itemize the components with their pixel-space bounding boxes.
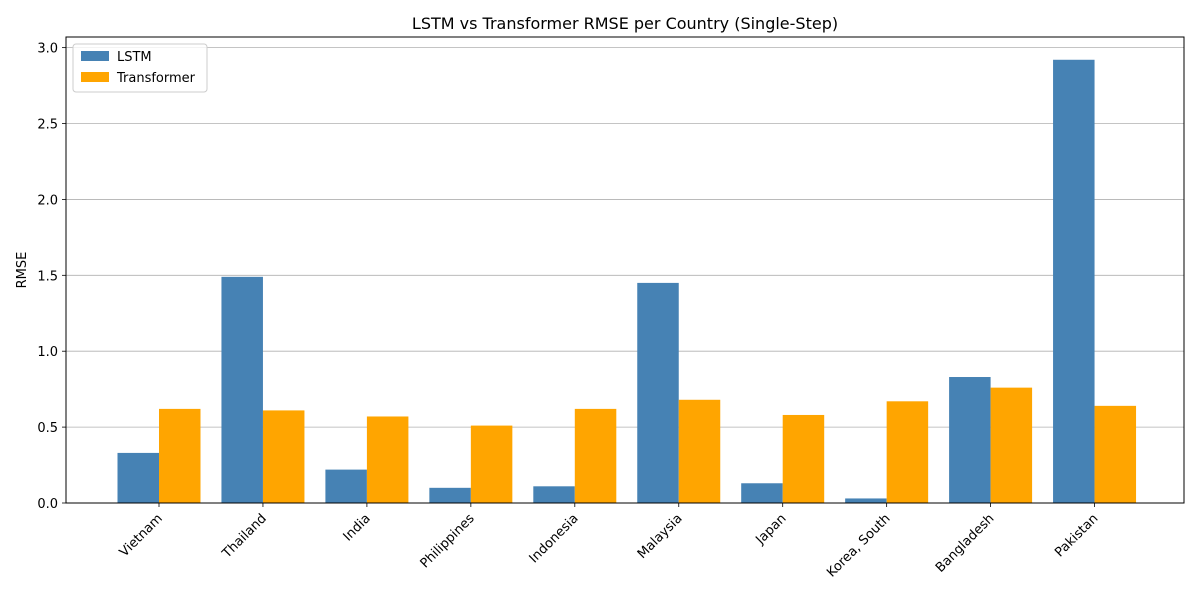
bar-transformer — [366, 416, 409, 503]
y-tick-label: 1.0 — [37, 345, 58, 360]
bar-lstm — [949, 377, 991, 503]
bar-lstm — [221, 276, 263, 503]
plot-frame — [65, 36, 1185, 504]
bar-transformer — [782, 414, 825, 503]
bar-transformer — [886, 401, 929, 503]
x-tick-label: Malaysia — [635, 511, 686, 562]
bar-transformer — [470, 425, 513, 503]
chart-title: LSTM vs Transformer RMSE per Country (Si… — [412, 14, 838, 33]
x-tick-label: Philippines — [418, 511, 478, 571]
bar-lstm — [325, 469, 367, 503]
legend: LSTM Transformer — [72, 43, 208, 93]
legend-swatch-lstm — [81, 51, 109, 61]
y-axis: 0.0 0.5 1.0 1.5 2.0 2.5 3.0 — [37, 42, 66, 512]
y-tick-label: 2.5 — [37, 118, 58, 133]
x-tick-label: Pakistan — [1052, 511, 1101, 560]
y-tick-label: 0.0 — [37, 497, 58, 512]
bars — [117, 59, 1137, 503]
bar-lstm — [429, 487, 471, 503]
bar-transformer — [678, 399, 721, 503]
y-axis-label: RMSE — [15, 252, 30, 289]
x-tick-label: Indonesia — [527, 511, 582, 566]
x-tick-label: Thailand — [219, 511, 270, 562]
y-tick-label: 2.0 — [37, 193, 58, 208]
y-tick-label: 0.5 — [37, 421, 58, 436]
bar-transformer — [574, 408, 617, 503]
bar-transformer — [159, 408, 201, 503]
bar-transformer — [1094, 405, 1137, 503]
legend-label-transformer: Transformer — [116, 71, 196, 86]
bar-transformer — [990, 387, 1033, 503]
bar-lstm — [117, 452, 159, 503]
y-tick-label: 1.5 — [37, 269, 58, 284]
legend-swatch-transformer — [81, 72, 109, 82]
bar-lstm — [741, 483, 783, 503]
bar-lstm — [1053, 59, 1095, 503]
bar-lstm — [533, 486, 575, 503]
x-tick-label: India — [341, 511, 374, 544]
x-tick-label: Korea, South — [824, 511, 893, 580]
x-axis: Vietnam Thailand India Philippines Indonesia… — [117, 503, 1101, 580]
legend-label-lstm: LSTM — [117, 50, 152, 65]
x-tick-label: Bangladesh — [933, 511, 998, 576]
y-tick-label: 3.0 — [37, 42, 58, 57]
bar-transformer — [262, 410, 305, 503]
bar-lstm — [637, 282, 679, 503]
x-tick-label: Vietnam — [117, 511, 166, 560]
x-tick-label: Japan — [753, 511, 790, 548]
bar-lstm — [845, 498, 887, 503]
